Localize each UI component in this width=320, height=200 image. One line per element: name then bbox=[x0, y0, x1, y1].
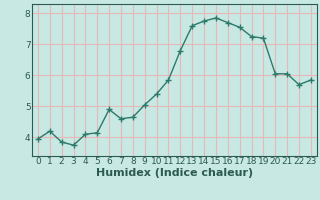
X-axis label: Humidex (Indice chaleur): Humidex (Indice chaleur) bbox=[96, 168, 253, 178]
